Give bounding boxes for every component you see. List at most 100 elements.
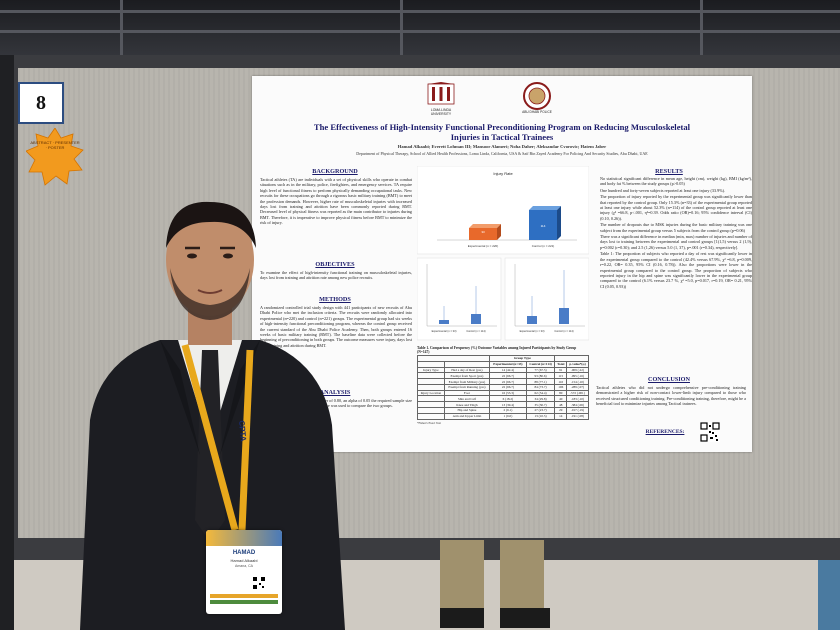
table-cell: 13 (10.5) <box>525 412 556 420</box>
bar-experimental <box>469 224 501 240</box>
table-cell: .183 (.10) <box>566 395 589 403</box>
background-heading: BACKGROUND <box>312 168 358 175</box>
poster-title-line: The Effectiveness of High-Intensity Func… <box>313 122 691 132</box>
university-logo-caption: LOMA LINDA UNIVERSITY <box>412 108 470 116</box>
table-cell: Exempt from Sport (yes) <box>443 372 491 380</box>
boxplot-days-lost-panel <box>504 257 590 341</box>
table-row: Exempt from Running (yes) 22 (66.7) 84 (73… <box>417 383 589 391</box>
injury-rate-figures: Injury Rate 114 33 Experimental (n = 220… <box>416 165 590 341</box>
results-list: No statistical significant difference in… <box>594 176 752 376</box>
table-cell: .384 (.06) <box>566 401 589 409</box>
poster-affiliation: Department of Physical Therapy, School o… <box>356 151 648 156</box>
boxplot-label: Control (n = 114) <box>466 329 485 333</box>
ceiling-beam <box>400 0 403 70</box>
table-group-header-row: Group Type <box>416 355 589 362</box>
results-item: Table 1: The proportion of subjects who … <box>600 251 752 289</box>
poster-authors: Hamad Alkaabi; Everett Lohman III; Manso… <box>397 144 607 149</box>
police-logo-icon <box>523 82 551 110</box>
methods-text: A randomized controlled trial study desi… <box>260 305 412 348</box>
bar-control: 114 <box>529 206 561 240</box>
results-table-panel: Table 1. Comparison of Frequency (%) Out… <box>416 346 589 446</box>
results-item: One hundred and forty-seven subjects rep… <box>600 188 752 193</box>
table-header-cell <box>443 360 491 368</box>
poster-title-line: Injuries in Tactical Trainees <box>450 132 554 142</box>
ceiling-beam <box>120 0 123 70</box>
hair <box>166 201 256 248</box>
table-cell: Foot <box>443 389 491 397</box>
table-cell: .095 (.16) <box>566 372 589 380</box>
table-cell: .017 (.19) <box>566 407 589 414</box>
bar-experimental-label: 33 <box>481 230 485 234</box>
table-cell: 34 (29.8) <box>525 395 556 403</box>
table-row: Knee and Thigh 13 (39.4) 35 (30.7) 48.384 (… <box>417 401 589 409</box>
objectives-text: To examine the effect of high-intensity … <box>260 270 412 281</box>
table-cell <box>417 412 445 420</box>
bar-control-label: 114 <box>541 224 546 228</box>
boxplot-label: Experimental (n = 33) <box>432 329 457 333</box>
booth-number-card: 8 <box>18 82 64 124</box>
lanyard-text: CPTA <box>237 420 248 442</box>
board-post <box>0 55 14 630</box>
table-cell: Arm and Upper Limb <box>443 412 491 420</box>
table-header-cell: p-value*(φ) <box>566 360 589 368</box>
face <box>166 204 254 316</box>
sticker-text: ABSTRACT · PRESENTER · POSTER <box>30 140 80 150</box>
boxplot-label: Experimental (n = 33) <box>520 329 545 333</box>
background-text: Tactical athletes (TA) are individuals w… <box>260 177 412 226</box>
table-cell: .289 (.07) <box>566 383 589 391</box>
conclusion-heading: CONCLUSION <box>648 376 690 383</box>
table-cell: Shin and Calf <box>443 395 491 403</box>
table-row: Injury Location Foot 16 (53.3) 62 (54.4) 80.… <box>417 389 589 397</box>
table-row: Exempt from Military (yes) 22 (66.7) 88 (7… <box>417 378 589 385</box>
poster-title: The Effectiveness of High-Intensity Func… <box>282 122 722 142</box>
x-label-experimental: Experimental (n = 220) <box>468 244 498 248</box>
conclusion-text: Tactical athletes who did not undergo co… <box>596 385 746 407</box>
badge-first-name: HAMAD <box>232 550 256 556</box>
boxplot-box-experimental <box>527 316 537 324</box>
table-cell: .154 (.10) <box>566 378 589 385</box>
analysis-heading: ANALYSIS <box>319 389 351 396</box>
background-person-edge <box>818 560 840 630</box>
table-cell: 84 (73.7) <box>525 383 556 391</box>
table-cell: 88 (77.1) <box>525 378 556 385</box>
badge-header-band <box>206 530 282 546</box>
table-cell: Had a day of Rest (yes) <box>443 366 491 374</box>
badge-full-name: Hamad Alkaabi <box>230 558 258 563</box>
beard <box>170 268 250 320</box>
badge-location: Amana, CA <box>235 564 253 568</box>
table-cell: .191 (.08) <box>566 412 589 420</box>
table-cell: Exempt from Military (yes) <box>443 378 491 385</box>
logo-caption-line: UNIVERSITY <box>430 112 452 116</box>
ceiling-beam <box>700 0 703 70</box>
results-item: There was a significant difference in me… <box>600 234 752 250</box>
results-heading: RESULTS <box>655 168 683 175</box>
x-label-control: Control (n = 221) <box>532 244 555 248</box>
methods-heading: METHODS <box>319 296 351 303</box>
ceiling-beam <box>0 30 840 33</box>
table-header-cell <box>554 355 589 362</box>
table-cell: 77 (67.5) <box>525 366 556 374</box>
boxplot-box-control <box>471 314 481 324</box>
table-cell: Exempt from Running (yes) <box>443 383 491 391</box>
results-item: The proportion of injury reported by the… <box>600 194 752 221</box>
boxplot-injuries-panel <box>416 257 502 341</box>
table-row: Shin and Calf 6 (18.2) 34 (29.8) 40.183 (.1… <box>417 395 589 403</box>
table-cell: 14 <box>554 412 568 420</box>
starburst-sticker <box>26 128 84 186</box>
background-person-legs <box>440 540 550 628</box>
lanyard-strap <box>181 344 239 531</box>
chart-title: Injury Rate <box>493 171 513 176</box>
objectives-heading: OBJECTIVES <box>315 261 355 268</box>
injury-rate-chart-svg: Injury Rate 114 33 Experimental (n = 220… <box>416 165 590 341</box>
table-cell: 35 (30.7) <box>525 401 556 409</box>
qr-code-icon <box>700 422 720 442</box>
table-row: Injury Type Had a day of Rest (yes) 14 (42… <box>417 366 589 374</box>
badge-qr-icon <box>252 576 266 590</box>
table-row: Arm and Upper Limb 1 (6.0) 13 (10.5) 14.191… <box>417 412 589 420</box>
eye-right <box>223 253 233 259</box>
table-cell: 93 (80.6) <box>525 372 556 380</box>
table-cell: 1 (6.0) <box>489 412 527 420</box>
references-heading: REFERENCES: <box>645 429 685 435</box>
table-group-header: Group Type <box>489 355 556 362</box>
table-cell: Knee and Thigh <box>443 401 491 409</box>
